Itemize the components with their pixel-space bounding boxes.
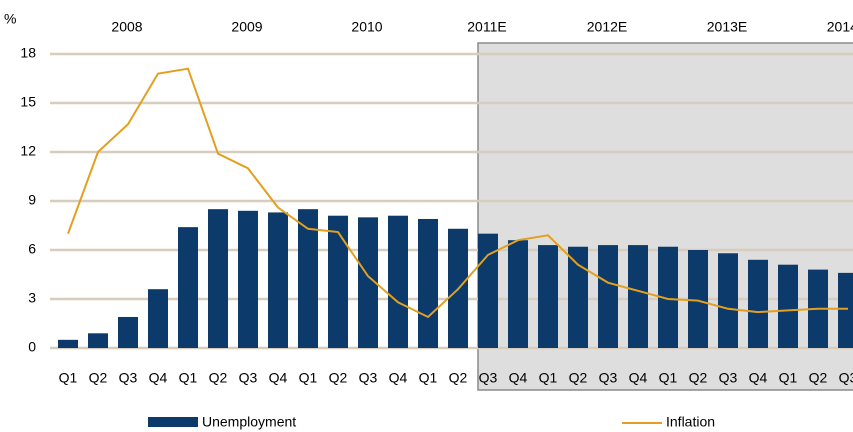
year-label: 2014E: [827, 19, 853, 35]
y-tick-label: 18: [20, 45, 36, 61]
bar: [598, 245, 618, 348]
x-tick-label: Q4: [389, 370, 408, 386]
bar: [538, 245, 558, 348]
bar: [718, 253, 738, 348]
bar: [268, 212, 288, 348]
bar: [388, 215, 408, 348]
bar: [88, 333, 108, 348]
x-tick-label: Q2: [449, 370, 468, 386]
x-tick-label: Q2: [569, 370, 588, 386]
x-tick-label: Q1: [59, 370, 78, 386]
x-tick-label: Q1: [659, 370, 678, 386]
y-tick-label: 0: [28, 339, 36, 355]
bar: [148, 289, 168, 348]
bar: [418, 218, 438, 348]
x-tick-label: Q1: [419, 370, 438, 386]
x-tick-label: Q3: [839, 370, 853, 386]
bar: [748, 259, 768, 348]
x-tick-label: Q3: [359, 370, 378, 386]
y-tick-label: 15: [20, 94, 36, 110]
y-tick-label: 6: [28, 241, 36, 257]
x-tick-label: Q3: [599, 370, 618, 386]
bar: [568, 246, 588, 348]
bar: [238, 210, 258, 348]
x-tick-label: Q3: [479, 370, 498, 386]
bar: [508, 240, 528, 348]
bar: [328, 215, 348, 348]
x-tick-label: Q2: [689, 370, 708, 386]
x-tick-label: Q3: [119, 370, 138, 386]
x-tick-label: Q2: [329, 370, 348, 386]
x-tick-label: Q4: [629, 370, 648, 386]
x-tick-label: Q1: [179, 370, 198, 386]
x-tick-label: Q2: [89, 370, 108, 386]
x-tick-label: Q3: [239, 370, 258, 386]
legend-swatch: [148, 417, 198, 427]
year-label: 2011E: [467, 19, 506, 35]
y-tick-label: 12: [20, 143, 36, 159]
year-label: 2010: [351, 19, 382, 35]
year-label: 2013E: [707, 19, 747, 35]
bar: [208, 209, 228, 348]
bar: [178, 227, 198, 348]
year-label: 2008: [111, 19, 142, 35]
bar: [628, 245, 648, 348]
bar: [298, 209, 318, 348]
y-tick-label: 9: [28, 192, 36, 208]
x-tick-label: Q4: [149, 370, 168, 386]
bar: [838, 272, 853, 348]
bar: [688, 250, 708, 348]
y-tick-label: 3: [28, 290, 36, 306]
line: [67, 67, 848, 319]
x-tick-label: Q2: [209, 370, 228, 386]
bar: [58, 339, 78, 348]
bar: [778, 264, 798, 348]
x-tick-label: Q1: [779, 370, 798, 386]
bar: [358, 217, 378, 348]
legend-label: Unemployment: [202, 414, 296, 430]
x-tick-label: Q1: [299, 370, 318, 386]
y-unit-label: %: [4, 11, 16, 27]
year-label: 2012E: [587, 19, 627, 35]
x-tick-label: Q3: [719, 370, 738, 386]
x-tick-label: Q4: [509, 370, 528, 386]
x-tick-label: Q4: [269, 370, 288, 386]
legend-label: Inflation: [666, 414, 715, 430]
bar: [478, 233, 498, 348]
x-tick-label: Q2: [809, 370, 828, 386]
x-tick-label: Q4: [749, 370, 768, 386]
year-label: 2009: [231, 19, 262, 35]
bar: [658, 246, 678, 348]
x-tick-label: Q1: [539, 370, 558, 386]
bar: [118, 316, 138, 348]
